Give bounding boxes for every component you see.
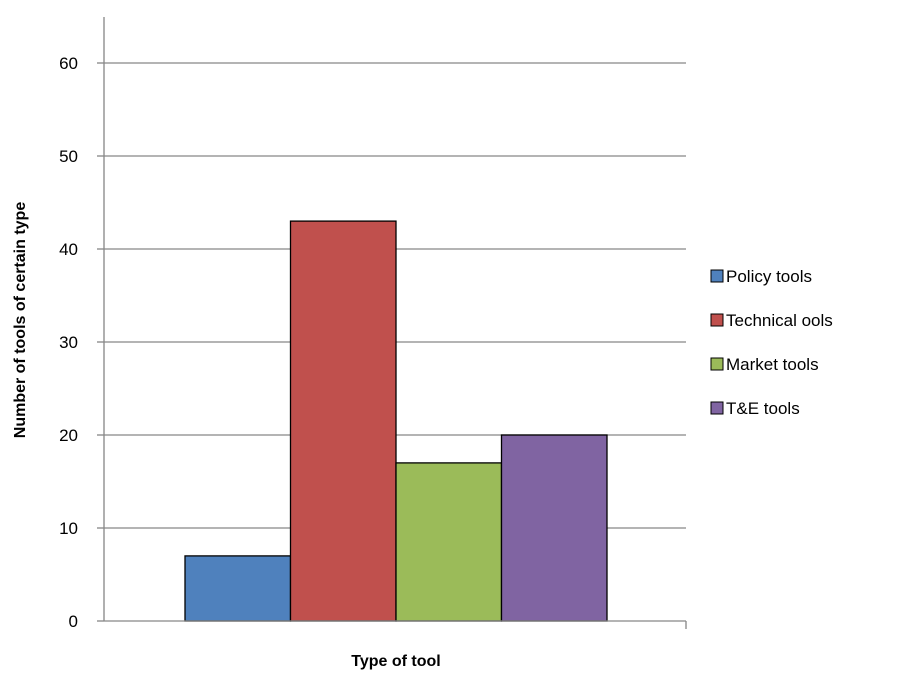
y-tick-labels: 0 10 20 30 40 50 60 <box>59 54 78 631</box>
legend-swatch <box>710 357 724 371</box>
legend-swatch <box>710 313 724 327</box>
y-tick-label: 30 <box>59 333 78 352</box>
legend-label: Policy tools <box>726 267 812 286</box>
axes-group <box>97 17 687 629</box>
y-tick-label: 40 <box>59 240 78 259</box>
y-tick-label: 10 <box>59 519 78 538</box>
bar-policy-tools <box>184 555 292 622</box>
bars-group <box>184 220 608 622</box>
bar-t-e-tools <box>500 434 608 622</box>
y-axis-title: Number of tools of certain type <box>12 202 29 439</box>
y-tick-label: 0 <box>69 612 78 631</box>
y-tick-label: 50 <box>59 147 78 166</box>
legend-label: T&E tools <box>726 399 800 418</box>
bar-technical-ools <box>289 220 397 622</box>
x-axis-title: Type of tool <box>351 653 440 670</box>
legend-swatch <box>710 269 724 283</box>
legend-label: Market tools <box>726 355 819 374</box>
legend: Policy tools Technical ools Market tools T&… <box>710 267 833 418</box>
y-tick-label: 20 <box>59 426 78 445</box>
y-tick-label: 60 <box>59 54 78 73</box>
legend-label: Technical ools <box>726 311 833 330</box>
bar-market-tools <box>395 462 503 622</box>
legend-swatch <box>710 401 724 415</box>
